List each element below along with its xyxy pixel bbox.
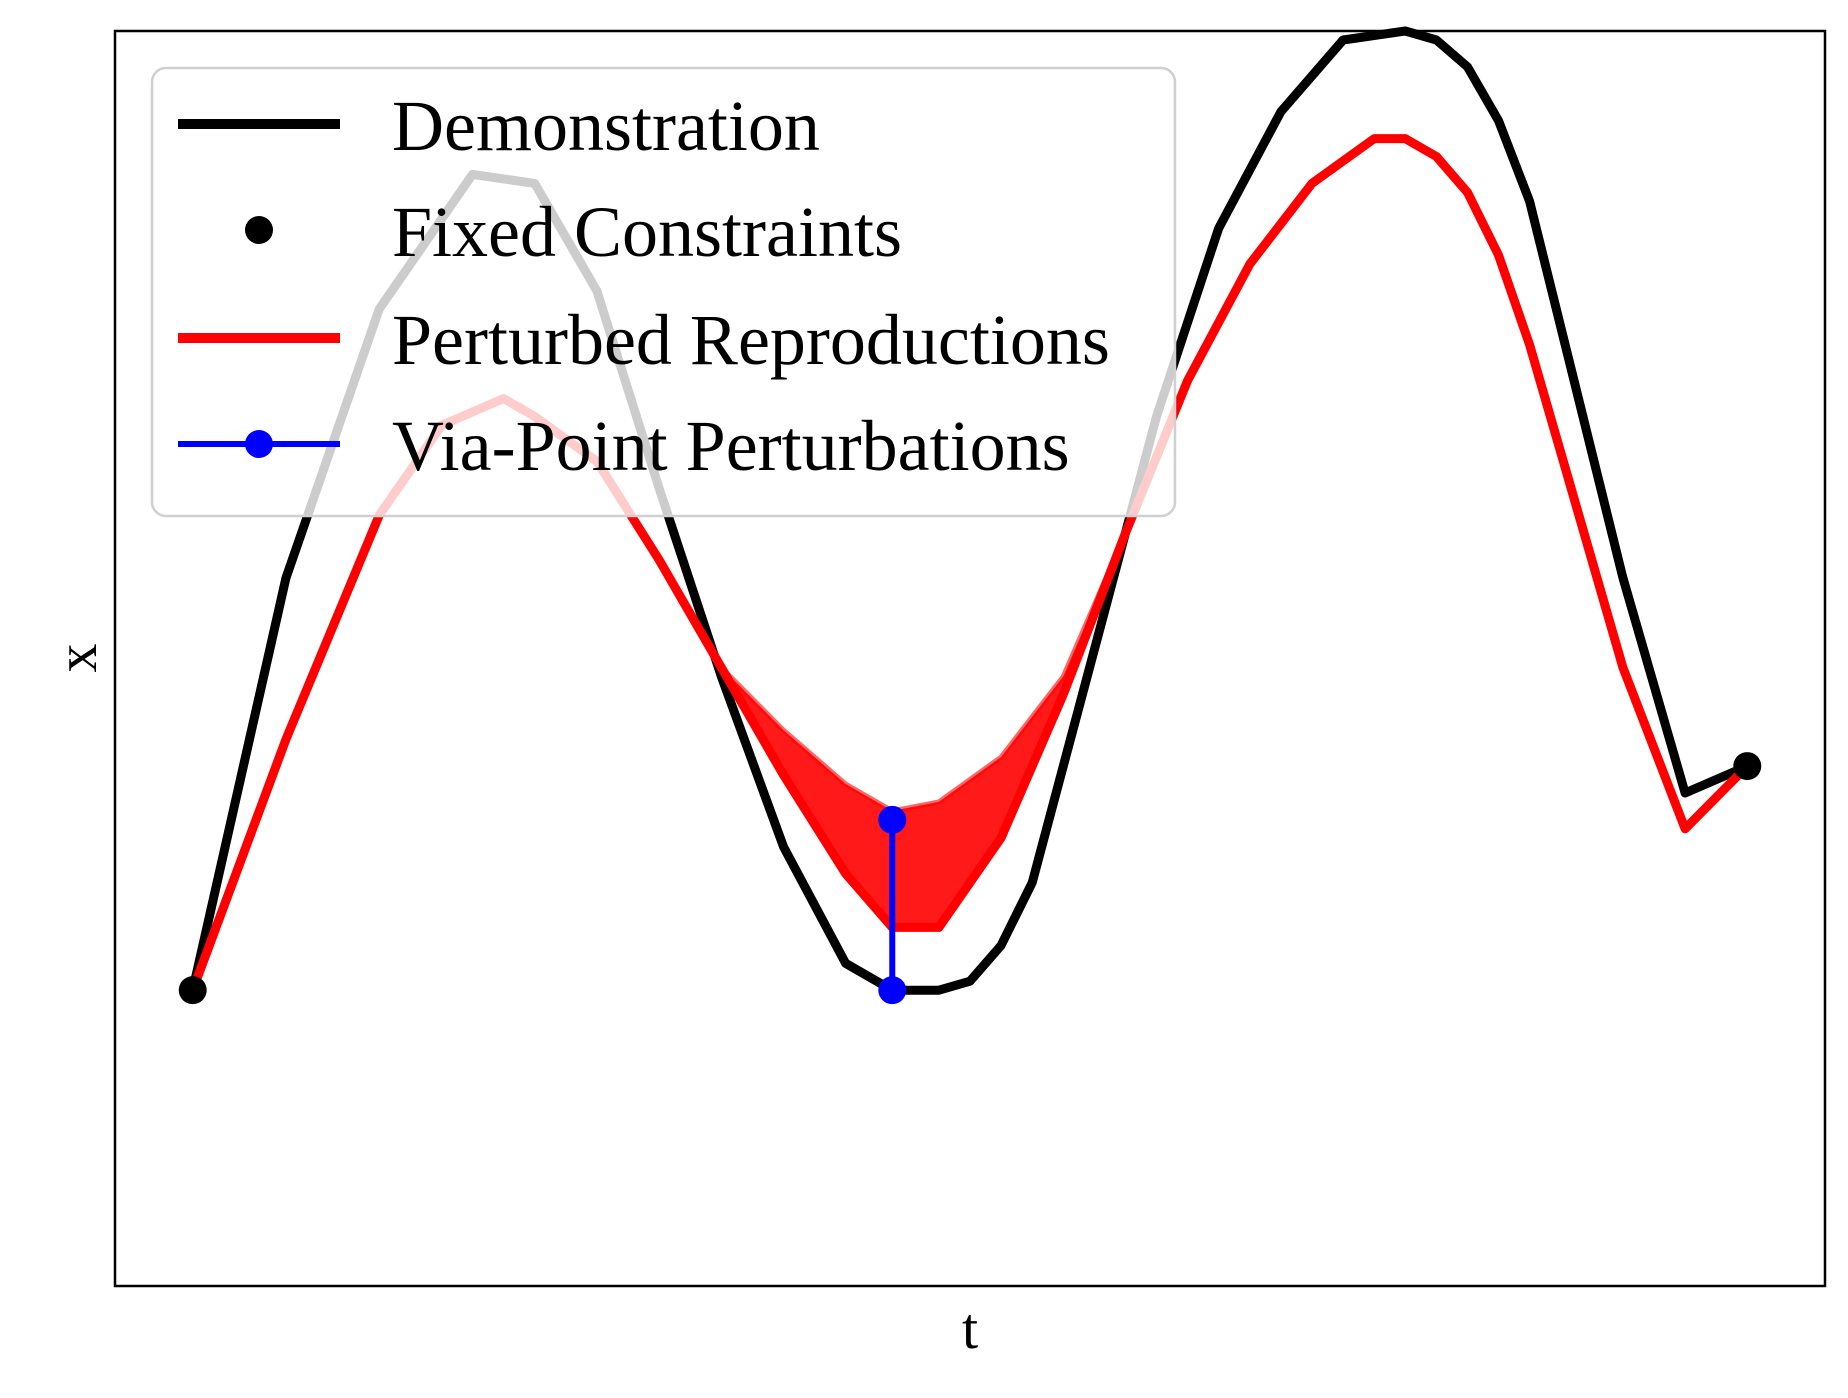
fixed-constraint-point (1733, 752, 1762, 781)
legend-marker-fixed-constraints (245, 216, 273, 244)
legend-box (150, 66, 1177, 518)
legend-label-demonstration: Demonstration (392, 86, 820, 166)
via-point-marker (878, 976, 907, 1005)
plot-frame (113, 29, 1827, 1288)
legend-label-fixed-constraints: Fixed Constraints (392, 192, 902, 272)
series-line-perturbed-reproduction-upper (718, 378, 1191, 814)
fixed-constraint-point (178, 976, 207, 1005)
via-point-marker (878, 805, 907, 834)
x-axis-label: t (962, 1296, 978, 1361)
legend: Demonstration Fixed Constraints Perturbe… (150, 66, 1177, 518)
legend-marker-via-point-perturbations (245, 430, 273, 458)
y-axis-label: x (44, 644, 109, 673)
legend-label-via-point-perturbations: Via-Point Perturbations (392, 406, 1070, 486)
legend-label-perturbed-reproductions: Perturbed Reproductions (392, 300, 1110, 380)
perturbed-reproductions-band (721, 380, 1188, 928)
